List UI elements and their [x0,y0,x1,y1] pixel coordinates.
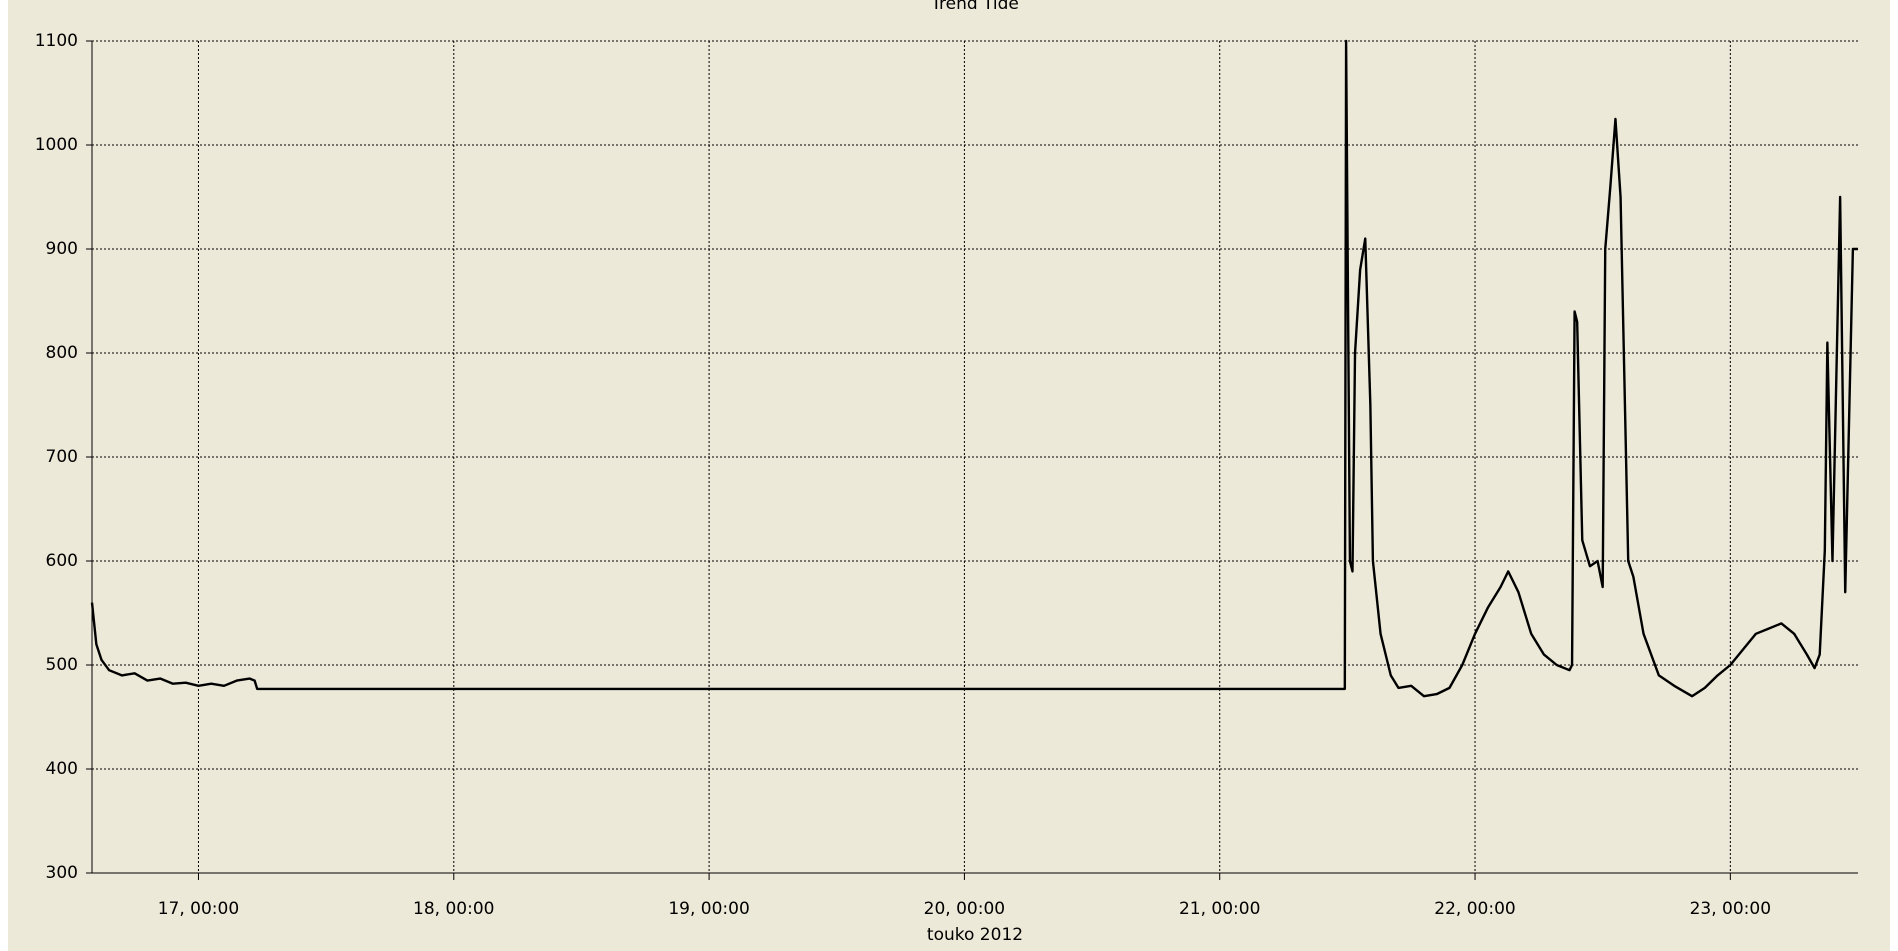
y-tick-label: 400 [46,759,78,779]
y-tick-label: 900 [46,239,78,259]
y-tick-label: 600 [46,551,78,571]
x-tick-label: 20, 00:00 [924,899,1005,919]
y-tick-label: 700 [46,447,78,467]
y-tick-label: 800 [46,343,78,363]
data-line [90,39,1858,698]
chart-background [8,0,1890,951]
x-tick-label: 17, 00:00 [158,899,239,919]
y-tick-label: 1000 [35,135,78,155]
x-tick-label: 18, 00:00 [413,899,494,919]
y-tick-label: 1100 [35,31,78,51]
x-tick-label: 19, 00:00 [668,899,749,919]
y-tick-label: 300 [46,863,78,883]
x-tick-label: 22, 00:00 [1434,899,1515,919]
y-tick-label: 500 [46,655,78,675]
chart-title: Trend Tide [930,0,1019,14]
x-tick-label: 23, 00:00 [1690,899,1771,919]
x-tick-label: 21, 00:00 [1179,899,1260,919]
x-axis-label: touko 2012 [927,925,1023,945]
